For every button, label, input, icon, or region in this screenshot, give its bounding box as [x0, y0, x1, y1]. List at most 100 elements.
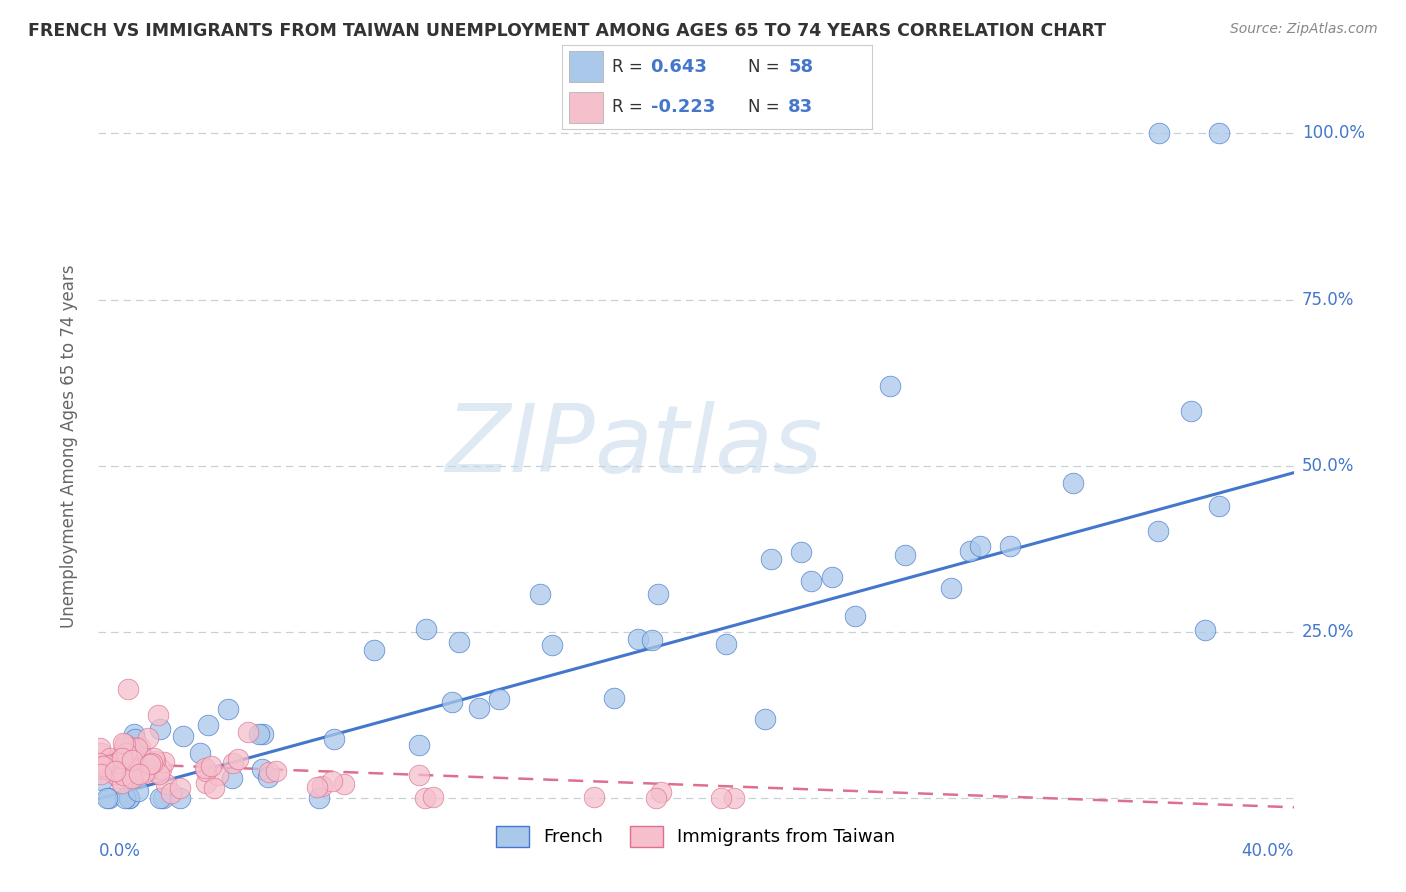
- Text: 83: 83: [789, 98, 813, 116]
- Text: 25.0%: 25.0%: [1302, 624, 1354, 641]
- Point: [107, 765, 129, 780]
- Text: N =: N =: [748, 98, 785, 116]
- Point: [217, 702, 239, 716]
- Point: [118, 791, 141, 805]
- Y-axis label: Unemployment Among Ages 65 to 74 years: Unemployment Among Ages 65 to 74 years: [59, 264, 77, 628]
- Point: [408, 768, 430, 782]
- Point: [132, 765, 155, 780]
- Point: [645, 791, 668, 805]
- Text: 0.643: 0.643: [651, 58, 707, 76]
- Point: [145, 764, 167, 779]
- Point: [122, 751, 145, 765]
- Point: [627, 632, 650, 647]
- Point: [111, 768, 134, 782]
- Point: [160, 785, 183, 799]
- Point: [136, 731, 159, 745]
- Point: [650, 785, 672, 799]
- Point: [118, 791, 141, 805]
- Point: [264, 764, 287, 779]
- Point: [333, 777, 356, 791]
- Point: [135, 764, 157, 779]
- Point: [148, 708, 170, 723]
- Point: [118, 739, 141, 754]
- Point: [250, 762, 273, 776]
- Point: [148, 767, 170, 781]
- Point: [98, 751, 121, 765]
- Point: [194, 761, 217, 775]
- Text: 58: 58: [789, 58, 813, 76]
- Point: [114, 767, 136, 781]
- Point: [108, 756, 131, 770]
- Point: [108, 754, 131, 768]
- Text: atlas: atlas: [595, 401, 823, 491]
- Point: [257, 770, 280, 784]
- Point: [252, 727, 274, 741]
- Point: [413, 791, 436, 805]
- Point: [1208, 499, 1230, 513]
- Text: Source: ZipAtlas.com: Source: ZipAtlas.com: [1230, 22, 1378, 37]
- Point: [323, 731, 346, 746]
- Point: [91, 759, 114, 773]
- Point: [305, 780, 328, 794]
- Point: [422, 790, 444, 805]
- Point: [440, 695, 463, 709]
- Point: [121, 753, 143, 767]
- Point: [169, 791, 191, 805]
- Point: [142, 750, 165, 764]
- Point: [91, 773, 114, 788]
- Point: [98, 761, 121, 775]
- Point: [202, 780, 225, 795]
- Point: [111, 751, 134, 765]
- Point: [582, 790, 605, 805]
- Point: [127, 784, 149, 798]
- Point: [118, 750, 141, 764]
- Point: [114, 737, 136, 751]
- Text: 50.0%: 50.0%: [1302, 457, 1354, 475]
- Point: [91, 762, 114, 776]
- Text: ZIP: ZIP: [444, 401, 595, 491]
- Point: [96, 791, 118, 805]
- Point: [149, 762, 172, 776]
- Point: [117, 755, 139, 769]
- Point: [821, 570, 844, 584]
- Point: [200, 759, 222, 773]
- Point: [447, 635, 470, 649]
- Point: [138, 764, 160, 778]
- Point: [101, 755, 124, 769]
- Point: [716, 637, 738, 651]
- Text: R =: R =: [612, 58, 648, 76]
- Point: [321, 773, 343, 788]
- Point: [104, 764, 127, 778]
- Point: [155, 777, 177, 791]
- Legend: French, Immigrants from Taiwan: French, Immigrants from Taiwan: [489, 819, 903, 854]
- Point: [104, 766, 127, 780]
- Point: [90, 766, 112, 780]
- Point: [247, 727, 270, 741]
- Point: [259, 765, 281, 780]
- Point: [143, 754, 166, 768]
- Point: [114, 791, 136, 805]
- FancyBboxPatch shape: [568, 52, 603, 82]
- Point: [308, 791, 330, 805]
- Point: [1180, 404, 1202, 418]
- Point: [121, 769, 143, 783]
- Point: [1147, 524, 1170, 539]
- Point: [195, 776, 218, 790]
- Point: [97, 764, 120, 778]
- Point: [408, 739, 430, 753]
- Point: [129, 747, 152, 761]
- Point: [363, 642, 385, 657]
- Point: [118, 766, 141, 780]
- Text: -0.223: -0.223: [651, 98, 714, 116]
- Text: R =: R =: [612, 98, 648, 116]
- Point: [529, 587, 551, 601]
- Point: [226, 752, 249, 766]
- Point: [789, 545, 811, 559]
- Point: [153, 755, 176, 769]
- Point: [969, 539, 991, 553]
- Point: [169, 781, 191, 796]
- Point: [236, 725, 259, 739]
- Point: [122, 740, 145, 755]
- FancyBboxPatch shape: [568, 92, 603, 122]
- Point: [194, 764, 217, 778]
